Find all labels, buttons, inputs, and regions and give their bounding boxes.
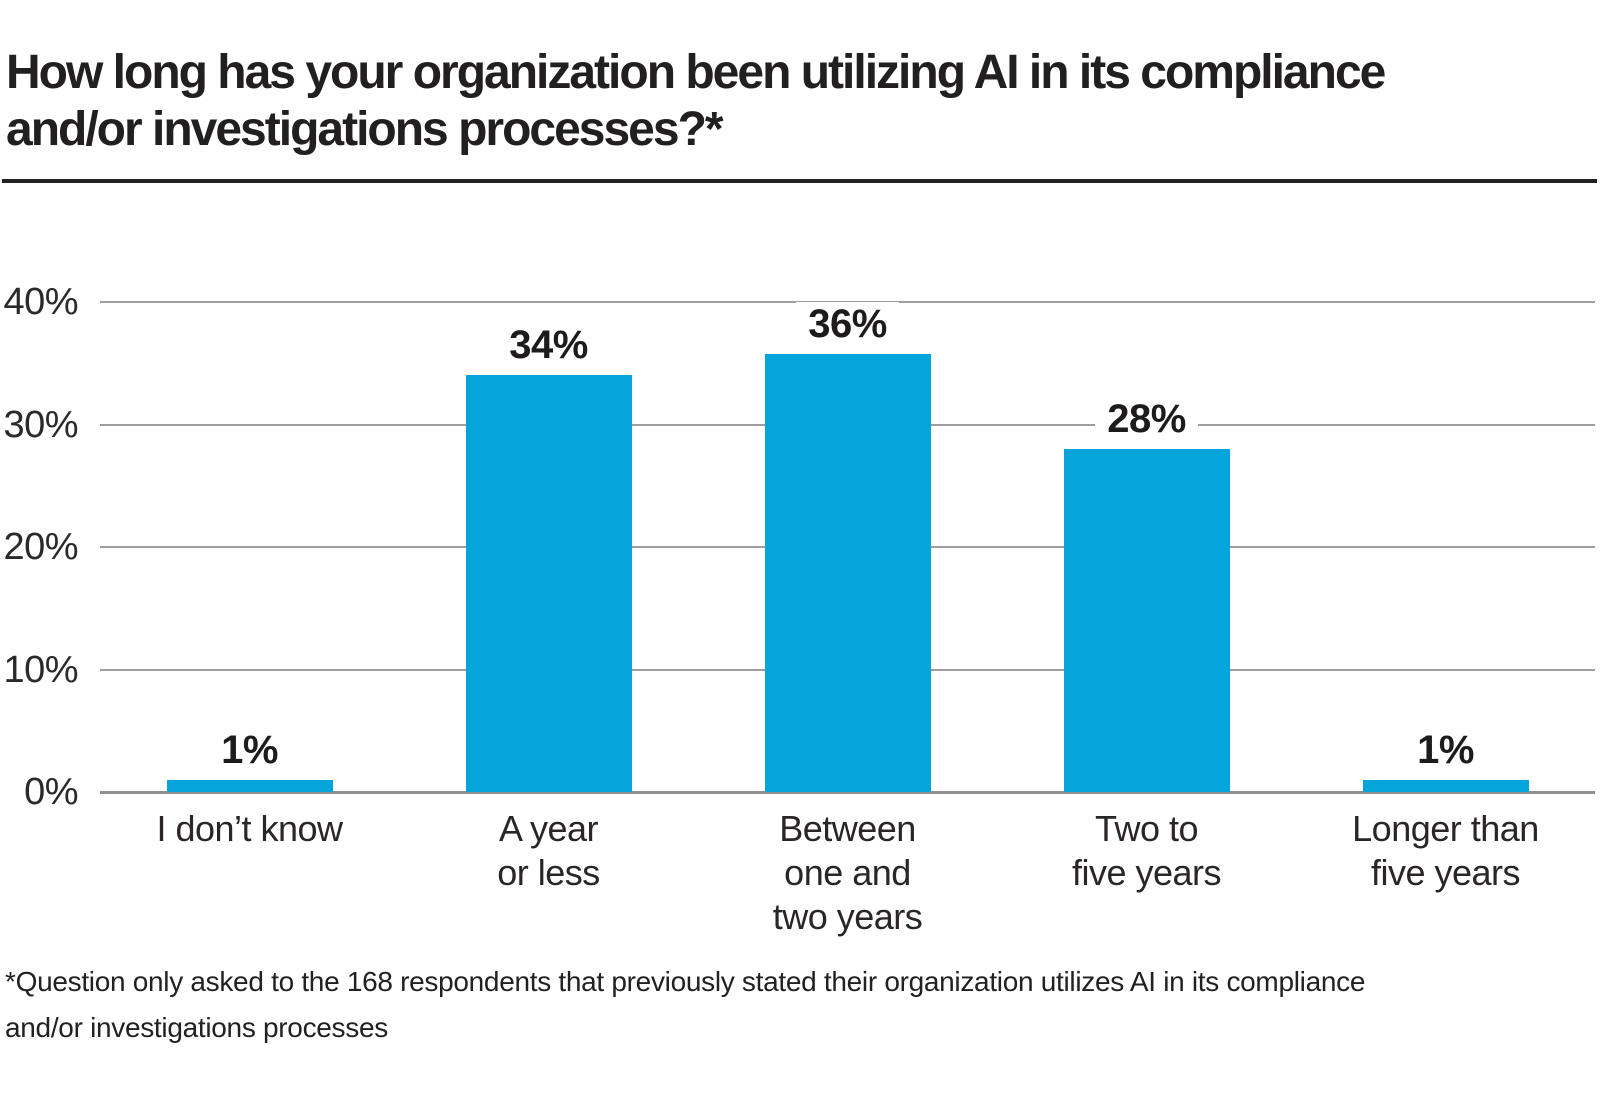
bar [1362,780,1529,792]
bar-value-label: 1% [1405,728,1486,773]
bar-value-label: 28% [1095,397,1198,442]
bar [1063,449,1230,792]
category-label: I don’t know [156,808,343,849]
y-axis-tick-label: 20% [3,526,78,568]
category-label: Longer than five years [1352,808,1539,893]
bar-slot: 36% [698,302,997,792]
bar-slot: 1% [100,302,399,792]
footnote: *Question only asked to the 168 responde… [5,966,1366,1043]
bar-value-label: 34% [497,323,600,368]
y-axis-tick-label: 30% [3,403,78,446]
bar-value-label: 1% [209,728,290,773]
category-label: A year or less [497,808,600,893]
bars-layer: 1% 34% 36% 28% 1% [100,302,1595,792]
category-label: Between one and two years [772,808,923,937]
y-axis-tick-label: 0% [24,771,78,813]
bar [764,354,931,792]
page-title: How long has your organization been util… [6,46,1386,156]
bar-slot: 28% [997,302,1296,792]
bar [166,780,333,792]
x-axis-baseline [100,791,1595,794]
category-label: Two to five years [1071,808,1222,893]
bar-value-label: 36% [796,302,899,347]
category-axis: I don’t know A year or less Between one an… [100,807,1595,939]
plot-area: 1% 34% 36% 28% 1% 0% 10% 20% 30% 40% [3,281,1595,813]
bar-slot: 34% [399,302,698,792]
title-divider [2,179,1597,183]
bar-slot: 1% [1296,302,1595,792]
y-axis-tick-label: 40% [3,281,78,323]
bar-chart: 1% 34% 36% 28% 1% 0% 10% 20% 30% 40% I don’t kno… [3,281,1595,939]
y-axis-tick-label: 10% [3,648,78,691]
bar [465,375,632,792]
